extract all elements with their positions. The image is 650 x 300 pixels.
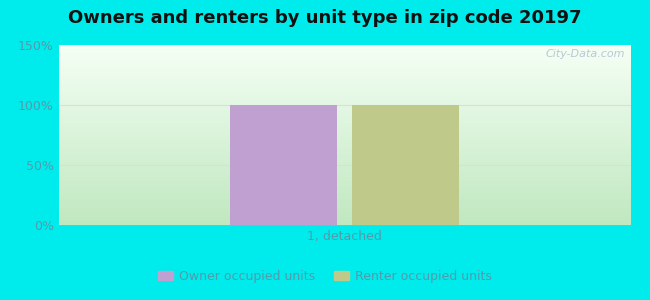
Text: City-Data.com: City-Data.com: [545, 49, 625, 58]
Bar: [352, 105, 459, 225]
Legend: Owner occupied units, Renter occupied units: Owner occupied units, Renter occupied un…: [153, 265, 497, 288]
Bar: [230, 105, 337, 225]
Text: Owners and renters by unit type in zip code 20197: Owners and renters by unit type in zip c…: [68, 9, 582, 27]
